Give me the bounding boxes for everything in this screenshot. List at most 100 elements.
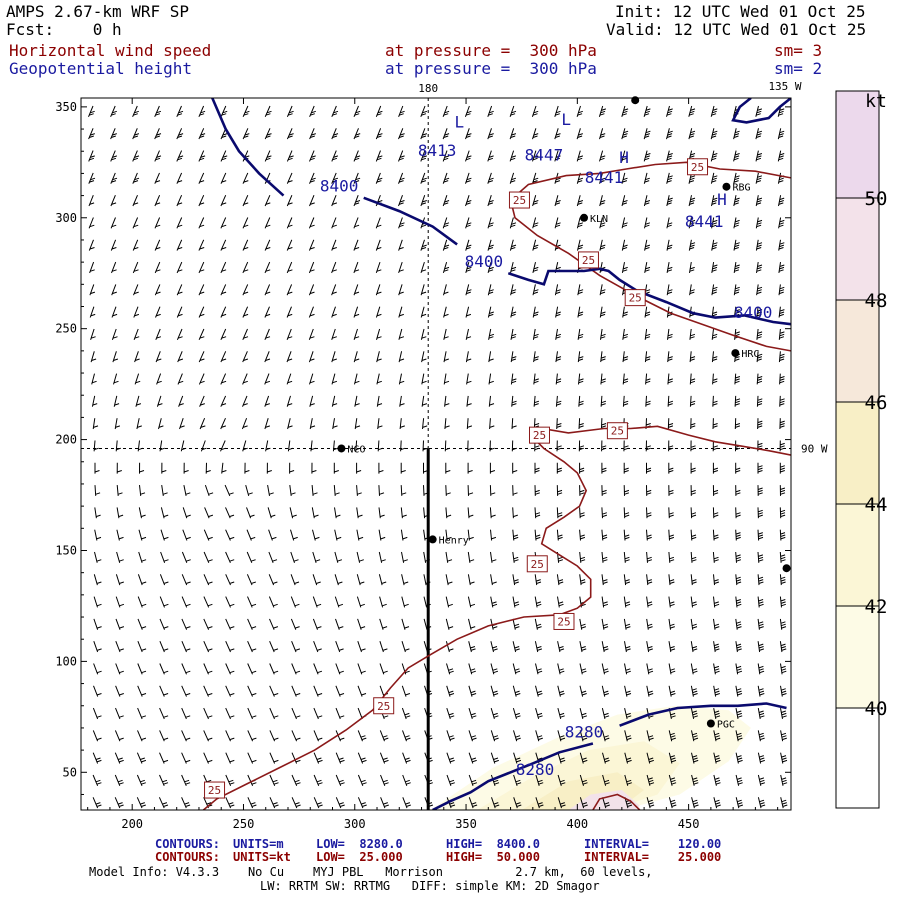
station-dot	[782, 564, 791, 573]
contour-high-height: HIGH= 8400.0	[446, 837, 540, 851]
extremum-H-marker: H	[717, 190, 727, 209]
x-tick-label: 300	[344, 817, 366, 831]
field2-name: Geopotential height	[9, 59, 193, 78]
height-contour-label: 8400	[465, 252, 504, 271]
model-title: AMPS 2.67-km WRF SP	[6, 2, 190, 21]
contour-interval-wind: INTERVAL= 25.000	[584, 850, 722, 864]
wind-label-text: 25	[691, 161, 704, 174]
wind-contour-label: 25	[553, 612, 575, 630]
wind-contour-label: 25	[577, 251, 599, 269]
wind-label-text: 25	[557, 615, 570, 628]
wind-barb-field	[88, 105, 788, 809]
physics-info: LW: RRTM SW: RRTMG DIFF: simple KM: 2D S…	[260, 879, 600, 893]
extremum-value: 8441	[585, 168, 624, 187]
wind-label-box	[624, 289, 646, 307]
wind-label-box	[687, 158, 709, 176]
contours	[202, 98, 791, 810]
wind-label-text: 25	[377, 700, 390, 713]
extremum-L-marker: L	[455, 112, 465, 131]
contour-label-wind: CONTOURS:	[155, 850, 221, 864]
x-tick-label: 450	[678, 817, 700, 831]
y-tick-label: 200	[55, 433, 77, 447]
wind-label-text: 25	[208, 784, 221, 797]
wind-contour-label: 25	[373, 697, 395, 715]
wind-contour-label: 25	[508, 191, 530, 209]
height-contour-8400m-0	[211, 98, 285, 197]
x-tick-label: 200	[121, 817, 143, 831]
wind-label-text: 25	[513, 194, 526, 207]
x-tick-label: 350	[455, 817, 477, 831]
reference-lines: 180 135 W 90 W	[81, 80, 828, 810]
wind-label-text: 25	[629, 292, 642, 305]
wind-label-box	[577, 251, 599, 269]
station-dot	[722, 182, 731, 191]
wind-label-text: 25	[531, 558, 544, 571]
station-label: Henry	[439, 535, 469, 546]
x-tick-label: 400	[566, 817, 588, 831]
contour-high-wind: HIGH= 50.000	[446, 850, 540, 864]
x-tick-label: 250	[233, 817, 255, 831]
y-tick-label: 250	[55, 322, 77, 336]
station-label: RBG	[732, 183, 750, 194]
meridian-180-label: 180	[418, 82, 438, 95]
y-tick-label: 50	[63, 765, 77, 779]
wind-label-text: 25	[533, 429, 546, 442]
stations: NCO KLN RBG HRC Henry PGC	[337, 96, 791, 730]
wind-contour-label: 25	[204, 781, 226, 799]
station-dot	[580, 213, 589, 222]
height-contour-8400m-2	[507, 267, 791, 326]
wind-label-box	[508, 191, 530, 209]
colorbar-band	[836, 402, 879, 504]
station-nco: NCO	[337, 444, 365, 455]
height-contour-8280m-5	[731, 98, 791, 124]
colorbar-label: 42	[865, 596, 888, 618]
height-contour-8280m-4	[619, 702, 787, 727]
wind-contour-50kt-2	[592, 793, 641, 810]
plot-frame	[80, 97, 792, 811]
contour-labels: 25 25 25 25 25 25 25 25 25 25 8400 8400 8400 8280 8280…	[204, 110, 773, 799]
height-contour-label: 8280	[565, 722, 604, 741]
wind-contour-label: 25	[606, 422, 628, 440]
wind-label-box	[526, 555, 548, 573]
colorbar-label: 44	[865, 494, 888, 516]
wind-label-box	[606, 422, 628, 440]
height-contour-label: 8400	[320, 177, 359, 196]
extremum-value: 8441	[685, 212, 724, 231]
colorbar-band	[836, 300, 879, 402]
forecast-hour: Fcst: 0 h	[6, 20, 122, 39]
field2-smoothing: sm= 2	[774, 59, 823, 78]
wind-contour-label: 25	[528, 426, 550, 444]
wind-contour-25kt-1	[509, 161, 791, 352]
wind-label-box	[204, 781, 226, 799]
colorbar-label: 50	[865, 188, 888, 210]
field1-level: at pressure = 300 hPa	[385, 41, 597, 60]
station-pgc: PGC	[706, 719, 735, 730]
station-henry: Henry	[428, 535, 469, 546]
y-tick-label: 150	[55, 543, 77, 557]
colorbar-band	[836, 504, 879, 606]
height-contour-8400m-1	[363, 196, 458, 246]
height-contour-label: 8400	[734, 303, 773, 322]
colorbar-label: 46	[865, 392, 888, 414]
height-contour-8280m-3	[432, 742, 594, 810]
init-time: Init: 12 UTC Wed 01 Oct 25	[615, 2, 866, 21]
extremum-L-marker: L	[561, 110, 571, 129]
wind-contour-label: 25	[526, 555, 548, 573]
field1-name: Horizontal wind speed	[9, 41, 212, 60]
contour-interval-height: INTERVAL= 120.00	[584, 837, 722, 851]
colorbar-band	[836, 606, 879, 708]
colorbar-band	[836, 708, 879, 808]
wind-contour-label: 25	[624, 289, 646, 307]
y-tick-label: 300	[55, 211, 77, 225]
extremum-value: 8447	[525, 146, 564, 165]
station	[631, 96, 640, 105]
valid-time: Valid: 12 UTC Wed 01 Oct 25	[606, 20, 867, 39]
extremum-H-marker: H	[619, 148, 629, 167]
field2-level: at pressure = 300 hPa	[385, 59, 597, 78]
meridian-135w-label: 135 W	[768, 80, 801, 93]
colorbar: kt 50 48 46 44 42 40	[835, 90, 888, 809]
wind-label-text: 25	[582, 254, 595, 267]
station-label: NCO	[347, 444, 365, 455]
station-dot	[706, 719, 715, 728]
